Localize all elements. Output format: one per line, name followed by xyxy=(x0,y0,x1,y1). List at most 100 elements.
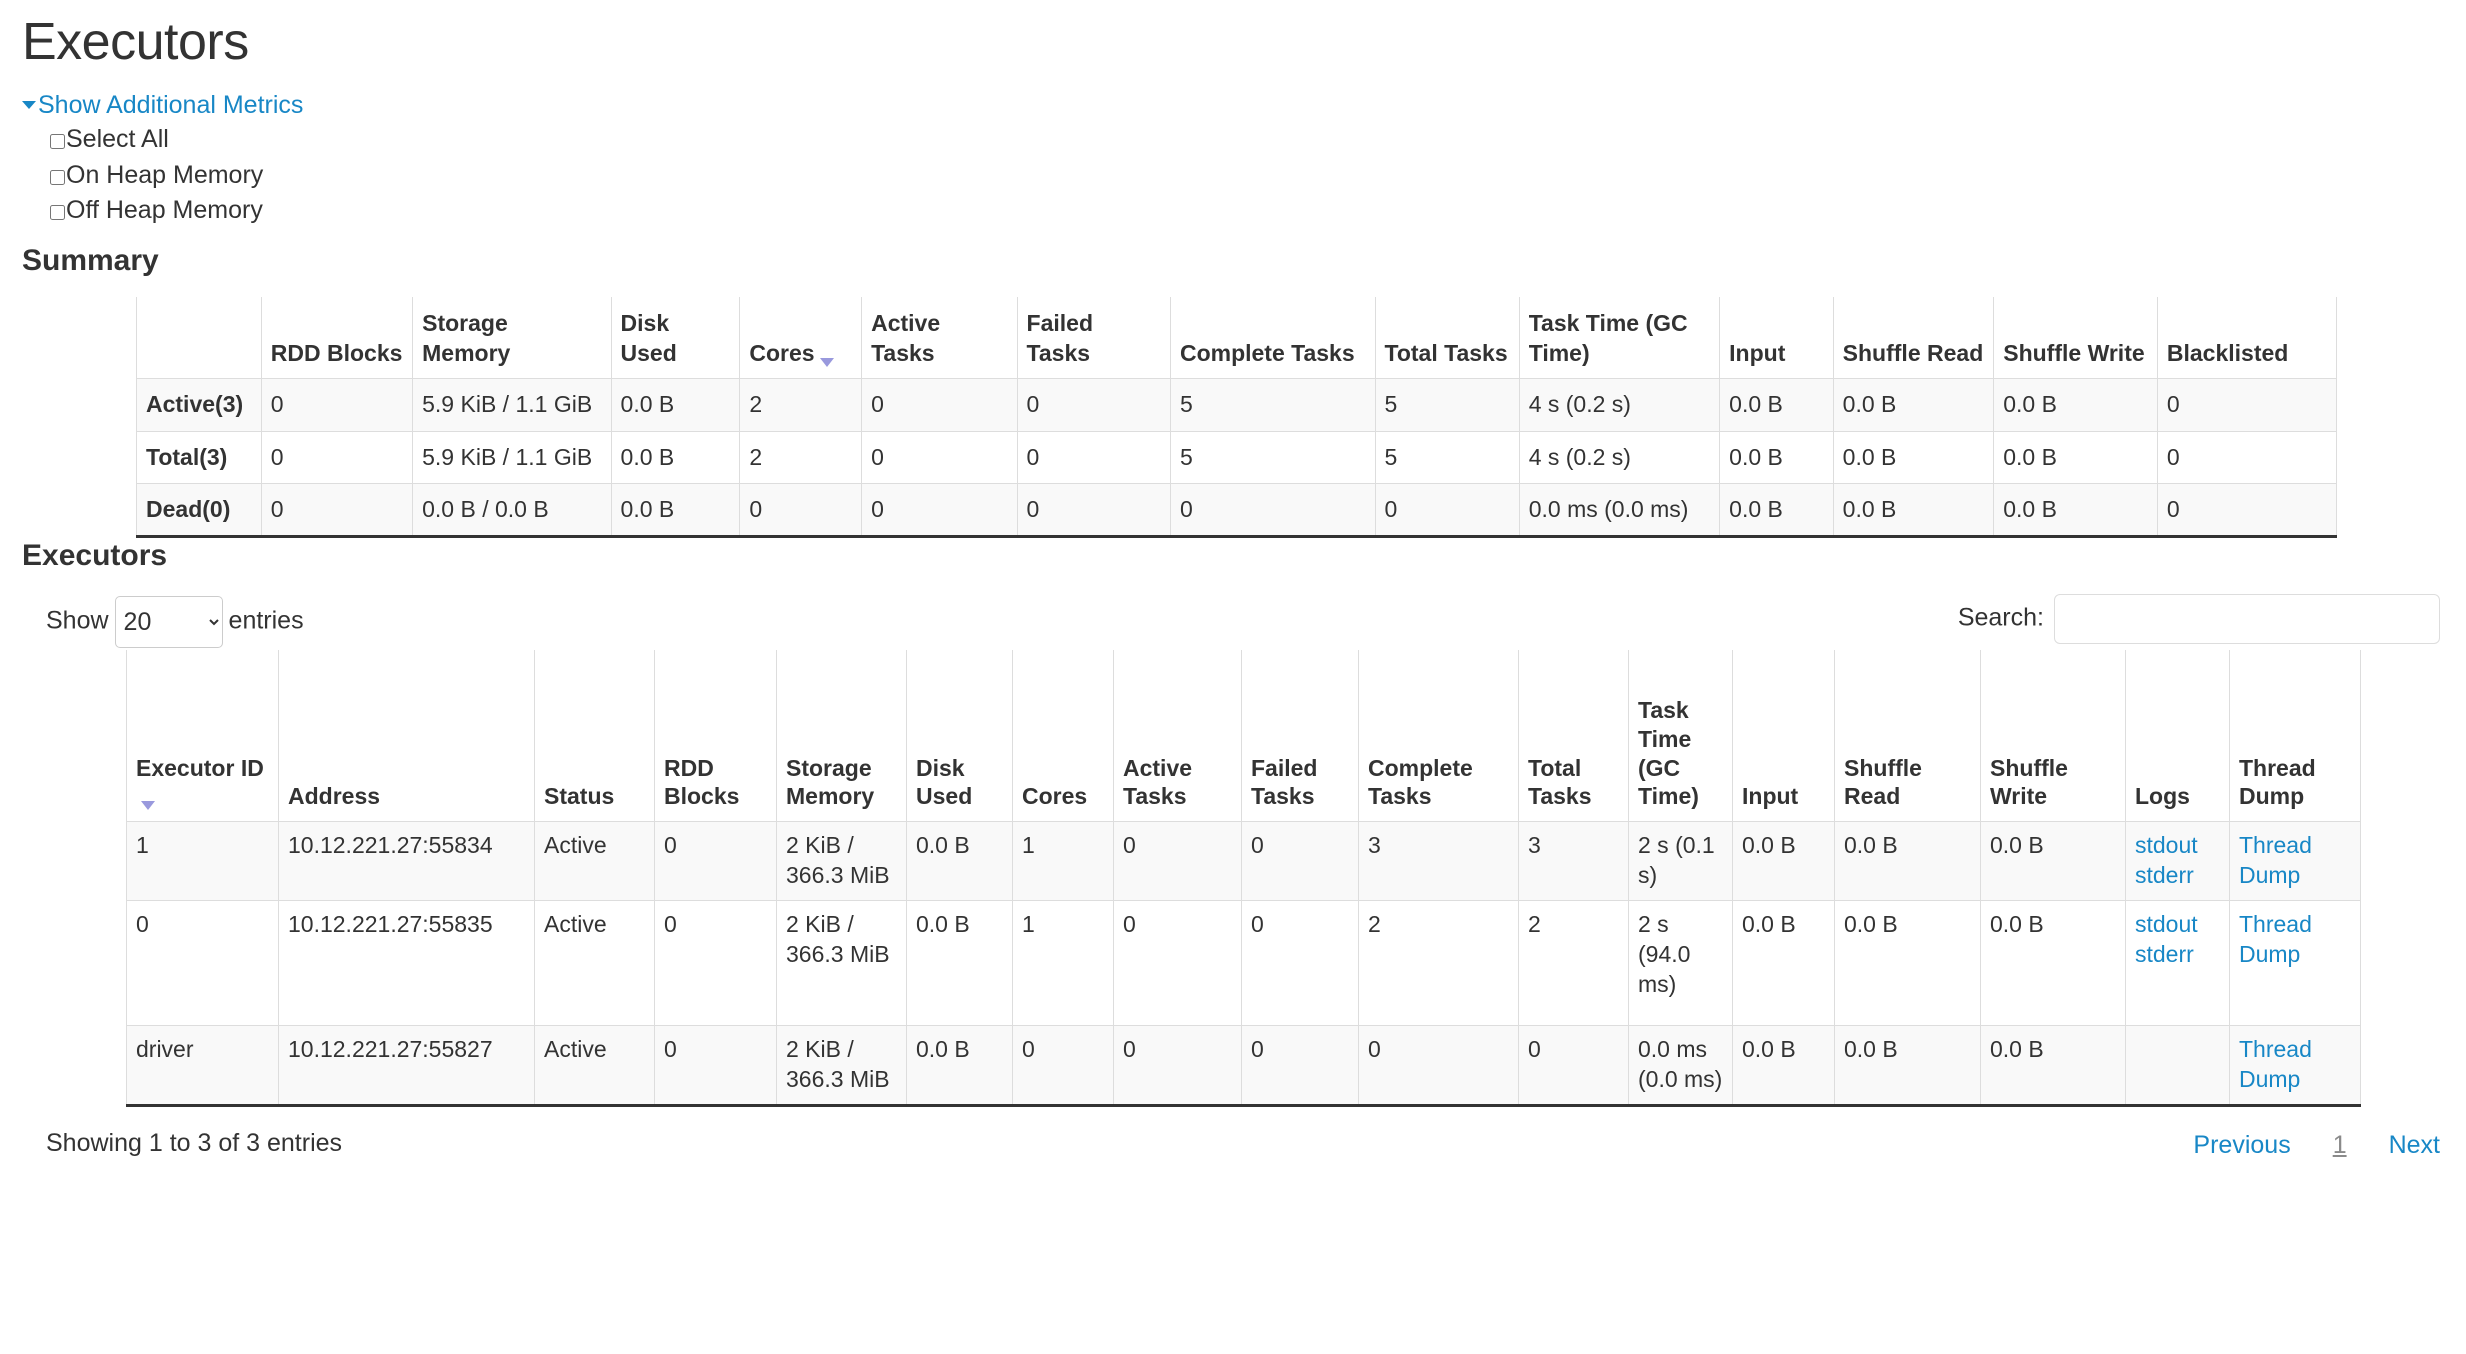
exec-col-cores[interactable]: Cores xyxy=(1012,649,1114,822)
summary-cell-input: 0.0 B xyxy=(1719,430,1834,484)
page-length-control: Show204060100entries xyxy=(46,595,304,648)
metric-option-on-heap-memory[interactable]: On Heap Memory xyxy=(50,158,2466,194)
exec-cell-storage-memory: 2 KiB / 366.3 MiB xyxy=(776,1024,907,1106)
thread-dump-link[interactable]: Thread Dump xyxy=(2239,910,2312,967)
summary-cell-failed-tasks: 0 xyxy=(1016,378,1171,432)
exec-cell-cores: 0 xyxy=(1012,1024,1114,1106)
summary-cell-blacklisted: 0 xyxy=(2156,482,2338,537)
summary-col-blacklisted[interactable]: Blacklisted xyxy=(2156,296,2338,379)
exec-col-shuffle-write[interactable]: Shuffle Write xyxy=(1980,649,2126,822)
exec-cell-cores: 1 xyxy=(1012,821,1114,901)
exec-col-executor-id[interactable]: Executor ID xyxy=(126,649,279,822)
exec-col-address[interactable]: Address xyxy=(278,649,535,822)
stdout-link[interactable]: stdout xyxy=(2135,832,2198,859)
metric-option-label: Select All xyxy=(66,125,169,154)
exec-cell-address: 10.12.221.27:55835 xyxy=(278,899,535,1026)
exec-cell-cores: 1 xyxy=(1012,899,1114,1026)
exec-cell-input: 0.0 B xyxy=(1732,1024,1835,1106)
summary-col-disk-used[interactable]: Disk Used xyxy=(610,296,741,379)
summary-col-storage-memory[interactable]: Storage Memory xyxy=(412,296,612,379)
summary-cell-total-tasks: 5 xyxy=(1374,378,1520,432)
exec-cell-status: Active xyxy=(534,821,655,901)
metric-option-select-all[interactable]: Select All xyxy=(50,122,2466,158)
summary-col-failed-tasks[interactable]: Failed Tasks xyxy=(1016,296,1171,379)
metric-option-label: Off Heap Memory xyxy=(66,196,263,225)
summary-cell-failed-tasks: 0 xyxy=(1016,430,1171,484)
exec-cell-status: Active xyxy=(534,899,655,1026)
exec-cell-task-time: 2 s (94.0 ms) xyxy=(1628,899,1733,1026)
on-heap-memory-checkbox[interactable] xyxy=(50,169,65,185)
show-additional-metrics-link[interactable]: Show Additional Metrics xyxy=(38,91,304,120)
exec-cell-executor-id: 1 xyxy=(126,821,279,901)
thread-dump-link[interactable]: Thread Dump xyxy=(2239,832,2312,888)
summary-cell-disk-used: 0.0 B xyxy=(610,482,741,537)
thread-dump-link[interactable]: Thread Dump xyxy=(2239,1035,2312,1092)
summary-cell-failed-tasks: 0 xyxy=(1016,482,1171,537)
summary-col-active-tasks[interactable]: Active Tasks xyxy=(861,296,1018,379)
stderr-link[interactable]: stderr xyxy=(2135,862,2194,888)
select-all-checkbox[interactable] xyxy=(50,134,65,150)
exec-col-active-tasks[interactable]: Active Tasks xyxy=(1113,649,1242,822)
exec-cell-shuffle-read: 0.0 B xyxy=(1834,899,1981,1026)
exec-cell-task-time: 0.0 ms (0.0 ms) xyxy=(1628,1024,1733,1106)
search-input[interactable] xyxy=(2054,593,2440,644)
previous-page-button[interactable]: Previous xyxy=(2193,1130,2291,1159)
exec-col-thread-dump[interactable]: Thread Dump xyxy=(2229,649,2361,822)
exec-col-shuffle-read[interactable]: Shuffle Read xyxy=(1834,649,1981,822)
exec-cell-failed-tasks: 0 xyxy=(1241,899,1359,1026)
exec-col-task-time[interactable]: Task Time (GC Time) xyxy=(1628,649,1733,822)
exec-cell-thread-dump: Thread Dump xyxy=(2229,899,2361,1026)
stdout-link[interactable]: stdout xyxy=(2135,910,2198,937)
next-page-button[interactable]: Next xyxy=(2388,1130,2440,1159)
exec-col-status[interactable]: Status xyxy=(534,649,655,822)
summary-col-input[interactable]: Input xyxy=(1719,296,1834,379)
sort-caret-icon xyxy=(819,357,834,367)
exec-cell-total-tasks: 0 xyxy=(1518,1024,1629,1106)
summary-col-shuffle-write[interactable]: Shuffle Write xyxy=(1993,296,2158,379)
page-number-1[interactable]: 1 xyxy=(2332,1130,2347,1159)
exec-col-rdd-blocks[interactable]: RDD Blocks xyxy=(654,649,777,822)
exec-col-total-tasks[interactable]: Total Tasks xyxy=(1518,649,1629,822)
summary-cell-task-time: 0.0 ms (0.0 ms) xyxy=(1518,482,1721,537)
stderr-link[interactable]: stderr xyxy=(2135,940,2194,967)
search-control: Search: xyxy=(1958,593,2440,644)
table-row: driver 10.12.221.27:55827 Active 0 2 KiB… xyxy=(126,1024,2361,1106)
summary-col-rdd-blocks[interactable]: RDD Blocks xyxy=(260,296,414,379)
show-additional-metrics-toggle[interactable]: Show Additional Metrics xyxy=(0,71,2466,118)
summary-cell-active-tasks: 0 xyxy=(861,482,1018,537)
exec-cell-shuffle-read: 0.0 B xyxy=(1834,1024,1981,1106)
entries-info: Showing 1 to 3 of 3 entries xyxy=(46,1128,343,1157)
off-heap-memory-checkbox[interactable] xyxy=(50,205,65,221)
entries-label: entries xyxy=(228,606,304,635)
exec-cell-rdd-blocks: 0 xyxy=(654,821,777,901)
table-row: 0 10.12.221.27:55835 Active 0 2 KiB / 36… xyxy=(126,899,2361,1026)
page-length-select[interactable]: 204060100 xyxy=(114,595,223,648)
summary-cell-active-tasks: 0 xyxy=(861,378,1018,432)
exec-col-storage-memory[interactable]: Storage Memory xyxy=(776,649,907,822)
summary-col-cores[interactable]: Cores xyxy=(739,296,863,379)
summary-cell-cores: 2 xyxy=(739,430,863,484)
exec-col-disk-used[interactable]: Disk Used xyxy=(906,649,1013,822)
exec-cell-address: 10.12.221.27:55827 xyxy=(278,1024,535,1106)
exec-cell-rdd-blocks: 0 xyxy=(654,1024,777,1106)
exec-cell-logs xyxy=(2125,1024,2230,1106)
metric-option-label: On Heap Memory xyxy=(66,160,264,189)
exec-cell-rdd-blocks: 0 xyxy=(654,899,777,1026)
summary-cell-total-tasks: 5 xyxy=(1374,430,1520,484)
executors-table-footer: Showing 1 to 3 of 3 entries Previous 1 Nex… xyxy=(0,1107,2466,1177)
metric-option-off-heap-memory[interactable]: Off Heap Memory xyxy=(50,193,2466,229)
summary-col-complete-tasks[interactable]: Complete Tasks xyxy=(1169,296,1376,379)
summary-col-shuffle-read[interactable]: Shuffle Read xyxy=(1832,296,1995,379)
summary-col-task-time[interactable]: Task Time (GC Time) xyxy=(1518,296,1721,379)
summary-col-blank[interactable] xyxy=(136,296,262,379)
exec-col-complete-tasks[interactable]: Complete Tasks xyxy=(1358,649,1519,822)
exec-col-input[interactable]: Input xyxy=(1732,649,1835,822)
exec-col-logs[interactable]: Logs xyxy=(2125,649,2230,822)
exec-cell-logs: stdout stderr xyxy=(2125,899,2230,1026)
summary-col-total-tasks[interactable]: Total Tasks xyxy=(1374,296,1520,379)
exec-col-failed-tasks[interactable]: Failed Tasks xyxy=(1241,649,1359,822)
exec-cell-executor-id: driver xyxy=(126,1024,279,1106)
exec-cell-shuffle-read: 0.0 B xyxy=(1834,821,1981,901)
summary-cell-shuffle-write: 0.0 B xyxy=(1993,482,2158,537)
summary-row-label: Dead(0) xyxy=(136,482,262,537)
